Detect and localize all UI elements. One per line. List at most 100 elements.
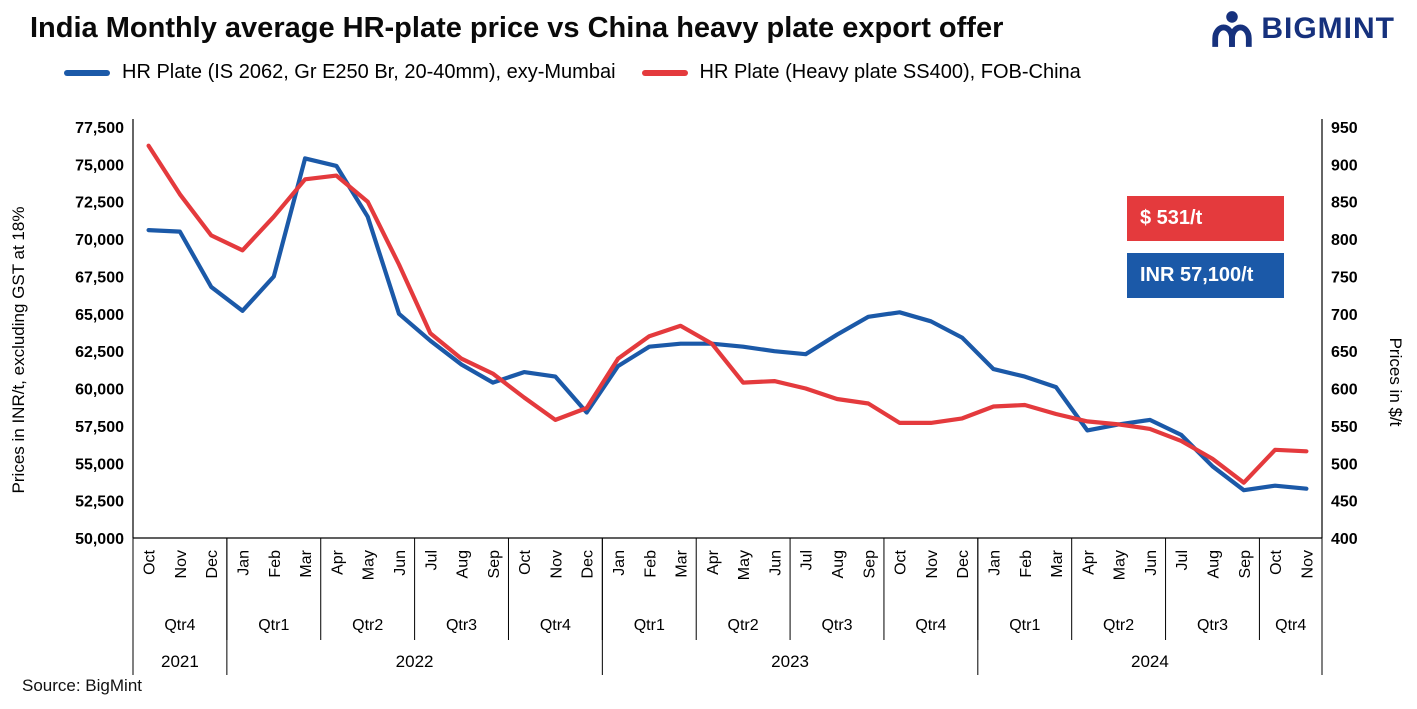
quarter-label: Qtr2	[728, 617, 759, 634]
month-label: Mar	[298, 549, 315, 577]
month-label: Jul	[423, 550, 440, 570]
right-axis-tick-label: 650	[1331, 344, 1358, 361]
bigmint-logo: BIGMINT	[1211, 10, 1395, 48]
month-label: Apr	[329, 549, 346, 575]
right-axis-tick-label: 750	[1331, 269, 1358, 286]
month-label: Jan	[987, 550, 1004, 576]
month-label: Jul	[799, 550, 816, 570]
month-label: Dec	[955, 550, 972, 578]
month-label: Oct	[893, 549, 910, 574]
month-label: Nov	[924, 550, 941, 578]
quarter-label: Qtr3	[1197, 617, 1228, 634]
page-title: India Monthly average HR-plate price vs …	[30, 12, 1004, 44]
month-label: May	[361, 550, 378, 580]
left-axis-tick-label: 55,000	[75, 456, 124, 473]
month-label: Nov	[548, 550, 565, 578]
month-label: Aug	[455, 550, 472, 578]
year-label: 2022	[396, 652, 434, 671]
legend-item-china: HR Plate (Heavy plate SS400), FOB-China	[641, 61, 1081, 84]
legend-label-india: HR Plate (IS 2062, Gr E250 Br, 20-40mm),…	[122, 61, 616, 83]
quarter-label: Qtr2	[352, 617, 383, 634]
month-label: Sep	[861, 550, 878, 579]
month-label: Oct	[142, 549, 159, 574]
callout-china-label: $ 531/t	[1140, 207, 1203, 229]
month-label: Jul	[1174, 550, 1191, 570]
left-axis-tick-label: 50,000	[75, 531, 124, 548]
month-label: May	[1112, 550, 1129, 580]
right-axis-tick-label: 400	[1331, 531, 1358, 548]
month-label: Aug	[830, 550, 847, 578]
right-axis-tick-label: 950	[1331, 120, 1358, 137]
quarter-label: Qtr3	[821, 617, 852, 634]
left-axis-tick-label: 60,000	[75, 382, 124, 399]
callout-india-label: INR 57,100/t	[1140, 264, 1254, 286]
month-label: Feb	[267, 550, 284, 578]
month-label: Jan	[611, 550, 628, 576]
month-label: Feb	[642, 550, 659, 578]
right-axis-tick-label: 700	[1331, 307, 1358, 324]
quarter-label: Qtr4	[1275, 617, 1306, 634]
quarter-label: Qtr4	[164, 617, 195, 634]
callout-india-price: INR 57,100/t	[1127, 253, 1284, 298]
month-label: Nov	[173, 550, 190, 578]
left-axis-tick-label: 75,000	[75, 157, 124, 174]
legend-item-india: HR Plate (IS 2062, Gr E250 Br, 20-40mm),…	[64, 61, 616, 84]
right-axis-tick-label: 900	[1331, 157, 1358, 174]
left-axis-tick-label: 57,500	[75, 419, 124, 436]
month-label: Dec	[204, 550, 221, 578]
series-line-china	[146, 143, 1309, 485]
left-axis-tick-label: 70,000	[75, 232, 124, 249]
chart-plot: 50,000 52,500 55,000 57,500 60,000 62,500 65,0…	[75, 119, 1358, 675]
right-axis-tick-label: 850	[1331, 195, 1358, 212]
quarter-label: Qtr1	[1009, 617, 1040, 634]
month-label: Oct	[1268, 549, 1285, 574]
chart-legend: HR Plate (IS 2062, Gr E250 Br, 20-40mm),…	[64, 61, 1081, 84]
quarter-label: Qtr3	[446, 617, 477, 634]
logo-arch-right	[1229, 24, 1253, 47]
right-axis-tick-label: 450	[1331, 494, 1358, 511]
left-axis-tick-label: 52,500	[75, 494, 124, 511]
logo-dot	[1226, 11, 1239, 23]
right-axis-tick-label: 800	[1331, 232, 1358, 249]
month-label: May	[736, 550, 753, 580]
left-axis-tick-label: 72,500	[75, 195, 124, 212]
left-axis-tick-label: 77,500	[75, 120, 124, 137]
bigmint-logo-icon	[1212, 11, 1253, 47]
month-label: Aug	[1206, 550, 1223, 578]
quarter-label: Qtr1	[634, 617, 665, 634]
legend-label-china: HR Plate (Heavy plate SS400), FOB-China	[699, 61, 1081, 83]
bigmint-logo-text: BIGMINT	[1261, 12, 1395, 45]
month-label: Jan	[236, 550, 253, 576]
quarter-label: Qtr1	[258, 617, 289, 634]
month-label: Dec	[580, 550, 597, 578]
right-axis-tick-label: 600	[1331, 382, 1358, 399]
right-axis-tick-label: 500	[1331, 456, 1358, 473]
month-label: Jun	[392, 550, 409, 576]
left-axis-tick-label: 67,500	[75, 269, 124, 286]
month-label: Jun	[767, 550, 784, 576]
legend-swatch-china	[641, 69, 688, 76]
month-label: Oct	[517, 549, 534, 574]
month-label: Apr	[705, 549, 722, 575]
quarter-label: Qtr4	[540, 617, 571, 634]
left-axis-tick-label: 62,500	[75, 344, 124, 361]
month-label: Sep	[1237, 550, 1254, 579]
month-label: Jun	[1143, 550, 1160, 576]
month-label: Mar	[1049, 549, 1066, 577]
right-axis-tick-label: 550	[1331, 419, 1358, 436]
month-label: Feb	[1018, 550, 1035, 578]
month-label: Apr	[1080, 549, 1097, 575]
year-label: 2024	[1131, 652, 1169, 671]
source-note: Source: BigMint	[22, 676, 142, 695]
legend-swatch-india	[64, 69, 110, 76]
year-label: 2023	[771, 652, 809, 671]
year-label: 2021	[161, 652, 199, 671]
month-label: Sep	[486, 550, 503, 579]
callout-china-price: $ 531/t	[1127, 196, 1284, 241]
month-label: Mar	[674, 549, 691, 577]
month-label: Nov	[1299, 550, 1316, 578]
quarter-label: Qtr4	[915, 617, 946, 634]
quarter-label: Qtr2	[1103, 617, 1134, 634]
left-axis-tick-label: 65,000	[75, 307, 124, 324]
